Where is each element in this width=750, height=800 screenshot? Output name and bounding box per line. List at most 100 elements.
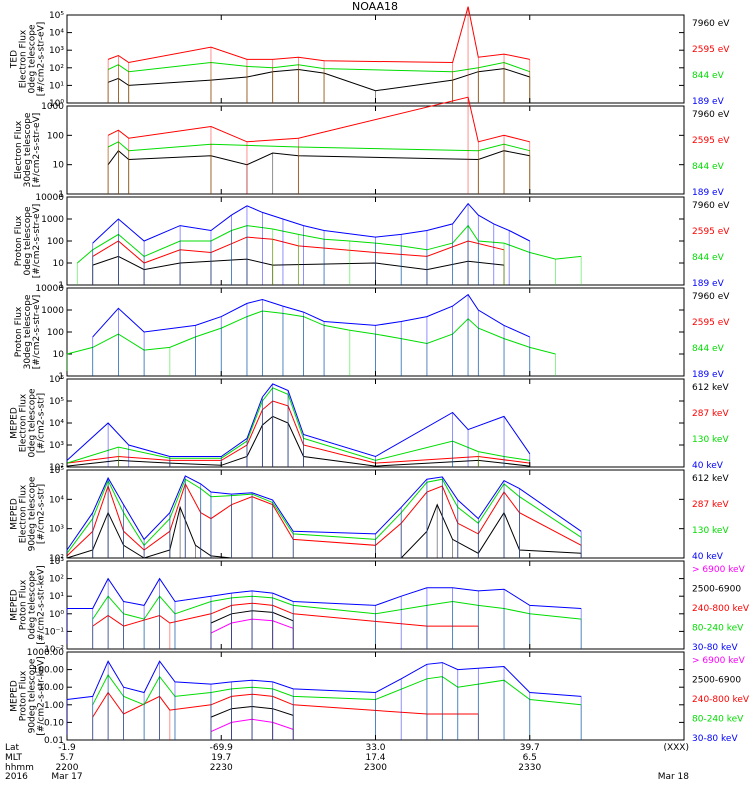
y-tick-label: 10⁵ — [49, 11, 64, 21]
y-axis-title-line: Proton Flux — [14, 306, 24, 357]
legend-entry: 40 keV — [692, 461, 724, 471]
legend-entry: 2595 eV — [692, 318, 730, 328]
y-axis-title-line: Electron Flux — [19, 484, 29, 543]
x-tick-label: 2300 — [364, 763, 387, 773]
y-axis-title: TEDElectron Flux0deg telescope[#/cm2-s-s… — [10, 22, 47, 97]
x-tick-label: Mar 18 — [658, 772, 690, 782]
y-axis-title: MEPEDElectron Flux0deg telescope[#/cm2-s… — [10, 388, 47, 458]
legend-entry: 2500-6900 — [692, 585, 741, 595]
legend-entry: 7960 eV — [692, 110, 730, 120]
y-tick-label: 10⁵ — [49, 397, 64, 407]
y-axis-title-line: Proton Flux — [14, 215, 24, 266]
y-axis-title-line: MEPED — [10, 498, 20, 530]
legend-entry: 2595 eV — [692, 45, 730, 55]
y-tick-label: 10⁰ — [49, 610, 64, 620]
legend-entry: 130 keV — [692, 526, 729, 536]
x-tick-label: (XXX) — [663, 743, 689, 753]
y-axis-title-line: 0deg telescope — [28, 388, 38, 458]
x-row-label: hhmm — [5, 763, 34, 773]
y-tick-label: 10² — [49, 554, 64, 564]
series-blue-line — [92, 202, 531, 244]
y-tick-label: 10⁰ — [49, 99, 64, 109]
legend-entry: 189 eV — [692, 279, 725, 289]
y-axis-title-line: Proton Flux — [19, 579, 29, 630]
y-tick-label: 10³ — [49, 525, 64, 535]
y-axis-title-line: 0deg telescope — [28, 570, 38, 640]
x-tick-label: 6.5 — [523, 753, 537, 763]
y-tick-label: 10000 — [35, 193, 64, 203]
y-axis-title: MEPEDProton Flux90deg telescope[#/cm2-s-… — [10, 656, 47, 735]
x-tick-label: 39.7 — [520, 743, 540, 753]
y-tick-label: 10⁻¹ — [44, 627, 64, 637]
y-tick-label: 10.00 — [38, 683, 64, 693]
legend-entry: 844 eV — [692, 253, 725, 263]
legend-entry: 40 keV — [692, 552, 724, 562]
y-tick-label: 10⁶ — [49, 375, 64, 385]
x-tick-label: 2330 — [518, 763, 541, 773]
legend-entry: 7960 eV — [692, 19, 730, 29]
y-tick-label: 1 — [58, 372, 64, 382]
y-axis-title: Proton Flux30deg telescope[#/cm2-s-str-e… — [14, 294, 42, 369]
y-tick-label: 10 — [53, 161, 65, 171]
x-row-label: MLT — [5, 753, 23, 763]
y-axis-title-line: [#/cm2-s-str-keV] — [37, 656, 47, 735]
legend-entry: 7960 eV — [692, 201, 730, 211]
legend-entry: 844 eV — [692, 344, 725, 354]
y-tick-label: 0.10 — [44, 718, 64, 728]
y-tick-label: 10³ — [49, 441, 64, 451]
legend-entry: 240-800 keV — [692, 604, 750, 614]
y-axis-title-line: 90deg telescope — [28, 476, 38, 551]
series-red-line — [66, 482, 582, 557]
panel-frame — [66, 14, 685, 104]
legend-entry: 130 keV — [692, 435, 729, 445]
x-tick-label: 33.0 — [365, 743, 385, 753]
y-tick-label: 1000 — [41, 102, 64, 112]
x-row-label: 2016 — [5, 772, 28, 782]
y-tick-label: 1000 — [41, 215, 64, 225]
y-axis-title: Proton Flux0deg telescope[#/cm2-s-str-eV… — [14, 204, 42, 279]
x-tick-label: -1.9 — [58, 743, 76, 753]
series-green-line — [76, 224, 582, 264]
y-tick-label: 1.00 — [44, 701, 64, 711]
y-axis-title-line: 30deg telescope — [23, 112, 33, 187]
y-tick-label: 10⁻² — [44, 645, 64, 655]
legend-entry: 844 eV — [692, 71, 725, 81]
x-tick-label: -69.9 — [210, 743, 234, 753]
x-tick-label: Mar 17 — [51, 772, 82, 782]
y-axis-title-line: Electron Flux — [19, 29, 29, 88]
legend-entry: 80-240 keV — [692, 715, 744, 725]
series-red-line — [92, 236, 505, 264]
y-axis-title-line: MEPED — [10, 589, 20, 621]
y-tick-label: 1 — [58, 281, 64, 291]
y-axis-title: MEPEDElectron Flux90deg telescope[#/cm2-… — [10, 476, 47, 551]
series-blue-line — [67, 577, 582, 609]
series-blue-line — [66, 475, 582, 551]
x-tick-label: 2230 — [210, 763, 233, 773]
series-blue-line — [92, 293, 531, 338]
legend-entry: 287 keV — [692, 409, 729, 419]
y-axis-title: MEPEDProton Flux0deg telescope[#/cm2-s-s… — [10, 565, 47, 644]
y-axis-title-line: 90deg telescope — [28, 658, 38, 733]
y-tick-label: 0.01 — [44, 736, 64, 746]
y-tick-label: 100 — [47, 328, 64, 338]
legend-entry: > 6900 keV — [692, 565, 746, 575]
y-tick-label: 10¹ — [49, 81, 64, 91]
y-tick-label: 10² — [49, 575, 64, 585]
y-tick-label: 10 — [53, 259, 65, 269]
y-tick-label: 1000 — [41, 306, 64, 316]
y-tick-label: 100 — [47, 131, 64, 141]
plot-title: NOAA18 — [352, 0, 398, 13]
y-axis-title-line: [#/cm2-s-str] — [37, 484, 47, 544]
x-tick-label: 17.4 — [365, 753, 385, 763]
y-tick-label: 10⁵ — [49, 466, 64, 476]
y-tick-label: 10³ — [49, 46, 64, 56]
x-row-label: Lat — [5, 743, 20, 753]
y-axis-title-line: MEPED — [10, 680, 20, 712]
